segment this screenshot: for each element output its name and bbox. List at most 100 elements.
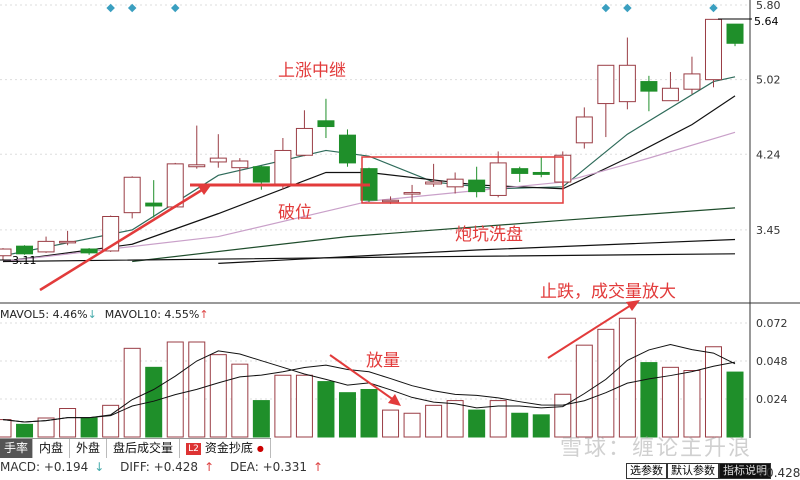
moving-average-line xyxy=(2,253,736,263)
indicator-tabs: 手率 内盘 外盘 盘后成交量 L2 资金抄底 ● xyxy=(0,438,271,458)
volume-bar xyxy=(382,409,400,438)
candle xyxy=(425,181,443,185)
volume-bar xyxy=(726,371,744,438)
volume-surge-arrow xyxy=(547,301,637,359)
candle xyxy=(209,157,227,163)
dea-value: DEA: +0.331 ↑ xyxy=(229,460,324,474)
macd-axis-label: +0.428 xyxy=(756,466,800,480)
candle xyxy=(468,179,486,193)
candle xyxy=(532,171,550,175)
volume-bar xyxy=(123,347,141,438)
candle xyxy=(317,120,335,128)
legend-arrow: ↑ xyxy=(199,308,208,321)
volume-bar xyxy=(274,374,292,438)
tab-turnover[interactable]: 手率 xyxy=(0,439,34,458)
candle xyxy=(661,87,679,102)
candle xyxy=(16,245,34,255)
volume-tick-label: 0.024 xyxy=(756,393,788,406)
candle xyxy=(166,163,184,208)
volume-arrow xyxy=(329,354,399,404)
tab-outer-volume[interactable]: 外盘 xyxy=(70,439,108,458)
watermark: 雪球：缠论主升浪 xyxy=(560,436,753,461)
volume-bar xyxy=(640,362,658,438)
tab-bottom-fishing[interactable]: L2 资金抄底 ● xyxy=(180,439,271,458)
volume-bar xyxy=(360,389,378,438)
indicator-buttons: 选参数 默认参数 指标说明 xyxy=(626,463,771,479)
volume-bar xyxy=(661,366,679,438)
signal-diamond-icon xyxy=(601,3,611,13)
volume-bar xyxy=(317,381,335,438)
candle xyxy=(80,248,98,254)
candle xyxy=(37,240,55,253)
arrow-head-icon xyxy=(388,394,401,406)
volume-bar xyxy=(532,414,550,438)
candle xyxy=(145,202,163,207)
candle xyxy=(59,240,77,244)
stock-chart[interactable]: 5.80 5.02 4.24 3.45 0.072 0.048 0.024 5.64 3.11 M… xyxy=(0,0,800,438)
arrow-head-icon xyxy=(626,300,640,311)
price-tick-label: 5.02 xyxy=(756,74,781,87)
volume-bar xyxy=(403,412,421,438)
volume-bar xyxy=(145,366,163,438)
candle xyxy=(511,168,529,174)
volume-bar xyxy=(683,370,701,438)
volume-legend-item: MAVOL10: 4.55% xyxy=(105,308,200,321)
annotation-breakdown: 破位 xyxy=(278,203,312,223)
price-tick-label: 3.45 xyxy=(756,224,781,237)
volume-bar xyxy=(37,417,55,438)
candle xyxy=(618,64,636,103)
volume-tick-label: 0.072 xyxy=(756,317,788,330)
volume-bar xyxy=(252,400,270,438)
candle xyxy=(726,23,744,44)
volume-bar xyxy=(597,328,615,438)
volume-bar xyxy=(618,317,636,438)
volume-bar xyxy=(489,400,507,438)
candle xyxy=(403,192,421,195)
signal-diamond-icon xyxy=(170,3,180,13)
new-dot-icon: ● xyxy=(256,444,264,453)
volume-bar xyxy=(468,409,486,438)
volume-bar xyxy=(231,363,249,438)
high-price-label: 5.64 xyxy=(754,15,779,28)
candle xyxy=(640,81,658,92)
indicator-help-button[interactable]: 指标说明 xyxy=(719,463,771,479)
moving-average-line xyxy=(2,131,736,263)
tab-after-hours-volume[interactable]: 盘后成交量 xyxy=(107,439,181,458)
volume-bar xyxy=(166,341,184,438)
tab-inner-volume[interactable]: 内盘 xyxy=(33,439,71,458)
candle xyxy=(446,178,464,188)
volume-bar xyxy=(446,400,464,438)
volume-bar xyxy=(102,404,120,438)
volume-legend-item: MAVOL5: 4.46% xyxy=(0,308,88,321)
candle xyxy=(0,248,12,257)
macd-legend: MACD: +0.194 ↓ DIFF: +0.428 ↑ DEA: +0.331 ↑ xyxy=(0,460,335,474)
volume-bar xyxy=(554,393,572,438)
candle xyxy=(704,18,722,81)
candle xyxy=(252,166,270,183)
candle xyxy=(274,149,292,185)
candle xyxy=(188,164,206,168)
annotation-washout: 炮坑洗盘 xyxy=(455,225,523,245)
trend-arrow xyxy=(39,183,211,292)
candle xyxy=(382,199,400,203)
default-params-button[interactable]: 默认参数 xyxy=(667,463,719,479)
annotation-volume-up: 放量 xyxy=(366,351,400,371)
diff-value: DIFF: +0.428 ↑ xyxy=(120,460,215,474)
price-tick-label: 5.80 xyxy=(756,0,781,12)
volume-tick-label: 0.048 xyxy=(756,355,788,368)
annotation-stop-fall: 止跌，成交量放大 xyxy=(540,282,676,302)
tab-label: 资金抄底 xyxy=(204,441,253,455)
volume-bar xyxy=(16,423,34,438)
candle xyxy=(123,176,141,214)
candle xyxy=(597,64,615,105)
volume-bar xyxy=(209,354,227,438)
select-params-button[interactable]: 选参数 xyxy=(626,463,667,479)
volume-ma-line xyxy=(2,361,736,423)
volume-bar xyxy=(425,404,443,438)
volume-bar xyxy=(0,419,12,438)
candle xyxy=(338,134,356,164)
candle xyxy=(575,116,593,144)
annotation-continuation: 上涨中继 xyxy=(278,61,346,81)
legend-arrow: ↓ xyxy=(88,308,97,321)
volume-bar xyxy=(575,344,593,438)
